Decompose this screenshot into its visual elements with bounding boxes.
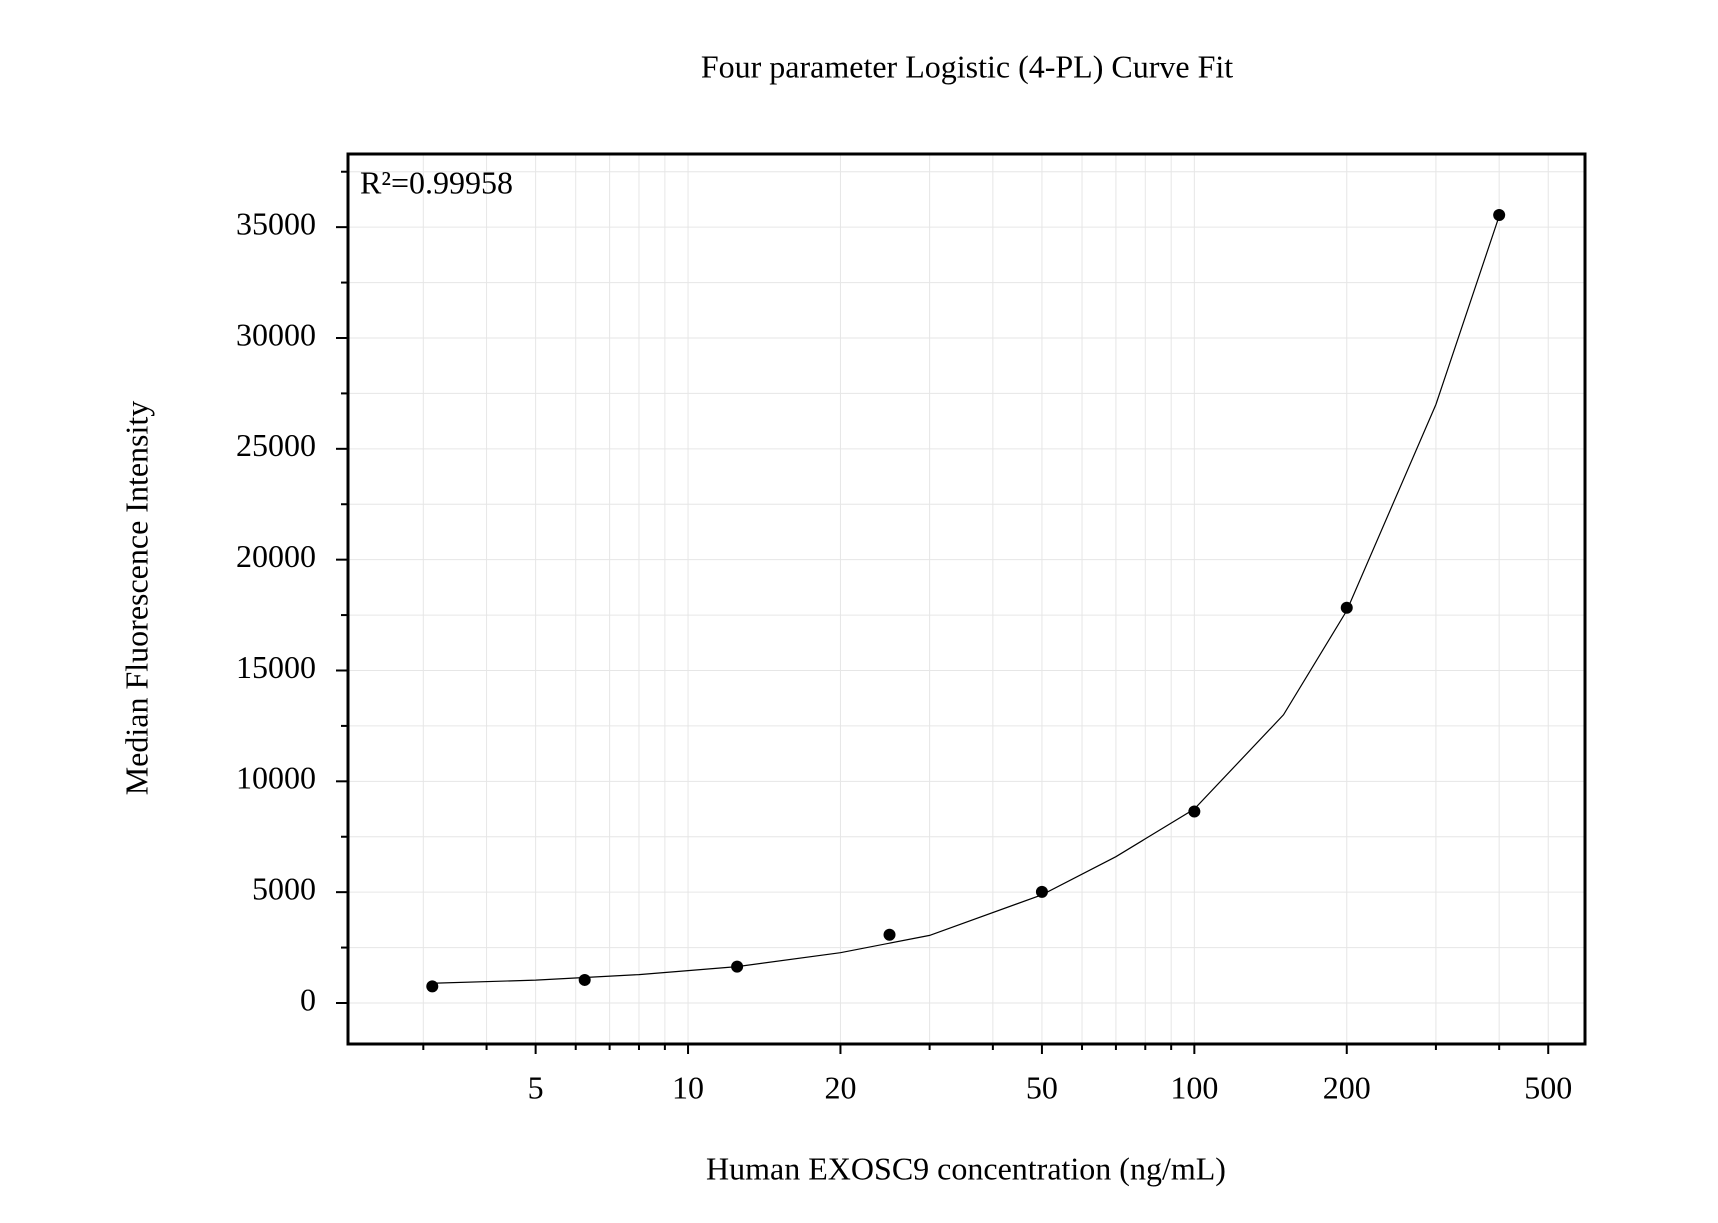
y-axis-label: Median Fluorescence Intensity (118, 401, 154, 796)
data-point (1188, 805, 1201, 818)
x-tick-label: 200 (1323, 1069, 1371, 1105)
y-tick-label: 15000 (236, 649, 316, 685)
y-tick-label: 0 (300, 981, 316, 1017)
data-point (426, 980, 439, 993)
data-point (578, 973, 591, 986)
data-point (883, 928, 896, 941)
x-tick-label: 10 (672, 1069, 704, 1105)
plot-frame (346, 152, 1587, 1046)
x-tick-label: 500 (1524, 1069, 1572, 1105)
y-tick-label: 10000 (236, 760, 316, 796)
data-point (1035, 885, 1048, 898)
x-tick-label: 50 (1026, 1069, 1058, 1105)
x-axis-label: Human EXOSC9 concentration (ng/mL) (706, 1150, 1226, 1186)
data-point (731, 960, 744, 973)
chart-title: Four parameter Logistic (4-PL) Curve Fit (701, 48, 1233, 84)
y-tick-label: 20000 (236, 538, 316, 574)
x-tick-label: 5 (528, 1069, 544, 1105)
y-tick-label: 30000 (236, 316, 316, 352)
y-tick-label: 35000 (236, 205, 316, 241)
x-tick-label: 100 (1170, 1069, 1218, 1105)
x-tick-label: 20 (824, 1069, 856, 1105)
annotation: R²=0.99958 (360, 164, 513, 200)
y-tick-label: 25000 (236, 427, 316, 463)
y-tick-label: 5000 (252, 871, 316, 907)
data-point (1493, 208, 1506, 221)
data-point (1340, 601, 1353, 614)
